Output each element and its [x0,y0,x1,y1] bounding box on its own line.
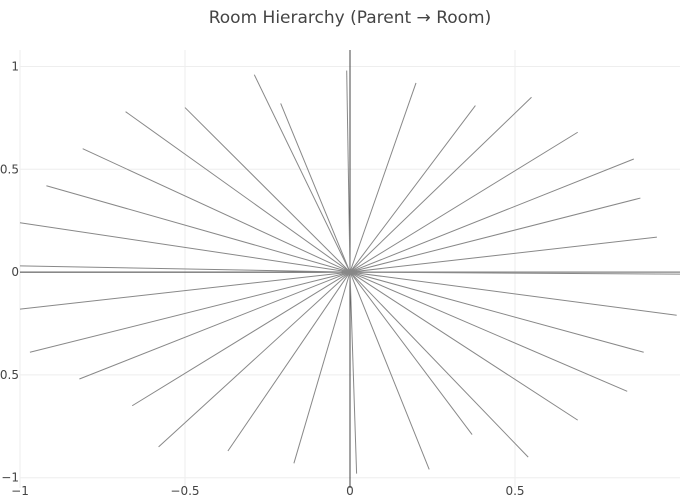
y-tick-label: 1 [11,59,19,73]
edge-line [349,236,657,273]
edge-line [19,222,351,273]
edge-line [349,271,578,421]
edge-line [46,185,351,273]
edge-line [82,148,351,273]
edge-line [19,271,351,310]
edge-line [184,107,351,273]
edge-line [349,271,473,435]
edge-line [349,105,476,273]
edge-line [19,265,351,273]
edge-line [253,74,351,273]
edge-line [349,271,430,470]
edge-line [349,96,532,273]
edge-line [293,271,351,464]
edge-line [349,158,634,273]
edge-line [349,272,358,474]
edge-line [158,271,351,448]
edge-line [29,271,351,353]
edge-line [349,271,628,392]
x-tick-label: 0 [346,484,354,498]
y-tick-label: 0.5 [0,162,19,176]
edge-line [280,103,351,273]
edge-line [349,271,681,275]
edge-line [349,271,529,458]
y-tick-label: −1 [1,471,19,485]
edge-line [346,70,351,273]
edge-line [349,197,641,273]
x-tick-label: 0.5 [505,484,524,498]
y-tick-label: −0.5 [0,368,19,382]
edge-line [349,271,677,316]
x-tick-label: −1 [11,484,29,498]
edge-line [349,82,417,273]
edge-line [349,131,578,273]
edge-line [125,111,351,273]
y-tick-label: 0 [11,265,19,279]
edge-line [131,271,351,407]
chart-title: Room Hierarchy (Parent → Room) [208,8,492,28]
edge-line [349,271,644,353]
edge-line [227,271,351,452]
edge-line [79,271,351,380]
x-tick-label: −0.5 [170,484,199,498]
